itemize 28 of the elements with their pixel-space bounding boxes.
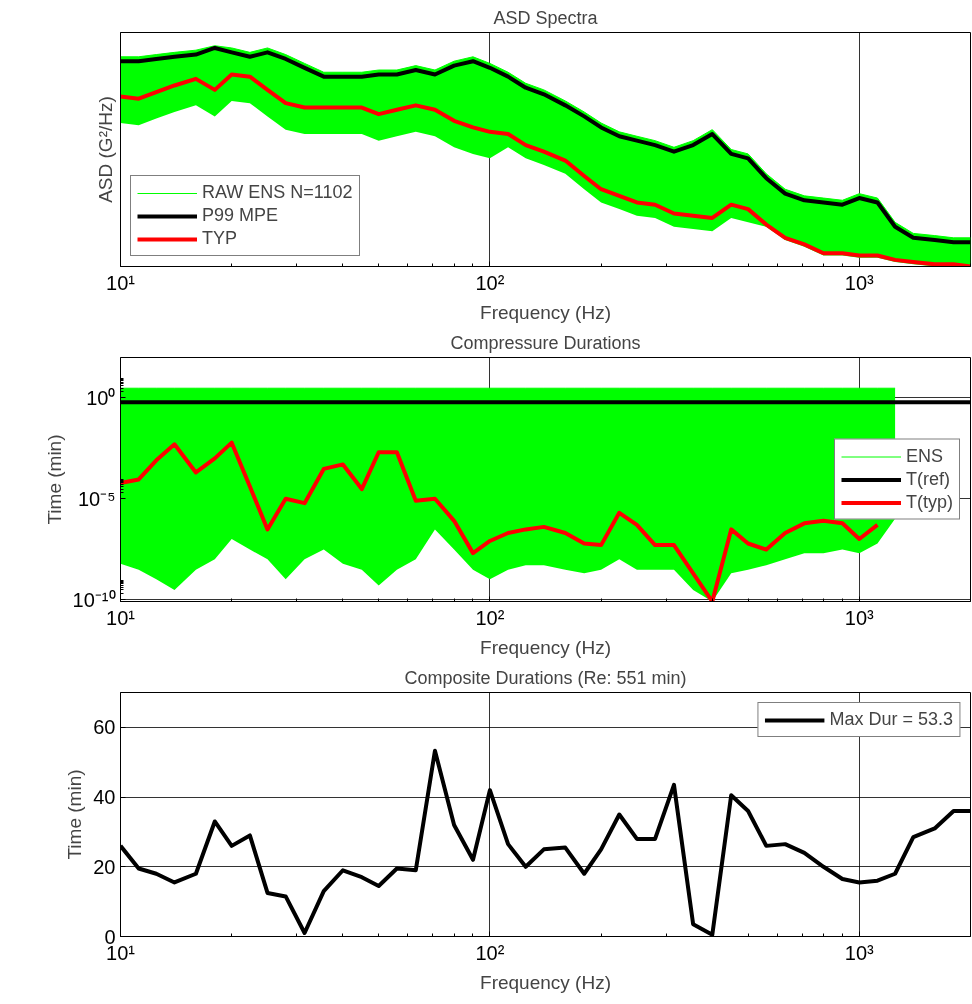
y-axis-title: ASD (G²/Hz) xyxy=(94,96,116,203)
chart-title: ASD Spectra xyxy=(493,7,599,28)
x-tick-label: 10² xyxy=(475,941,505,964)
y-axis-title: Time (min) xyxy=(64,769,86,860)
legend-label: T(ref) xyxy=(906,468,950,490)
y-tick-label: 40 xyxy=(93,786,116,809)
y-axis-title: Time (min) xyxy=(43,434,65,525)
y-tick-label: 10⁻⁵ xyxy=(77,487,116,510)
legend-label: Max Dur = 53.3 xyxy=(829,709,953,730)
legend-label: ENS xyxy=(906,445,944,467)
chart-title: Composite Durations (Re: 551 min) xyxy=(404,667,687,688)
x-tick-label: 10¹ xyxy=(106,271,136,294)
x-axis-title: Frequency (Hz) xyxy=(480,301,611,323)
y-tick-label: 20 xyxy=(93,855,116,878)
x-tick-label: 10³ xyxy=(844,271,875,294)
legend-label: RAW ENS N=1102 xyxy=(202,182,353,203)
legend-label: T(typ) xyxy=(906,491,953,513)
legend-label: P99 MPE xyxy=(202,205,279,226)
x-axis-title: Frequency (Hz) xyxy=(480,971,611,993)
x-tick-label: 10² xyxy=(475,271,505,294)
chart-title: Compressure Durations xyxy=(450,332,641,353)
x-tick-label: 10³ xyxy=(844,941,875,964)
x-axis-title: Frequency (Hz) xyxy=(480,636,611,658)
y-tick-label: 10⁰ xyxy=(86,386,116,409)
legend-label: TYP xyxy=(202,228,238,249)
x-tick-label: 10² xyxy=(475,606,505,629)
y-tick-label: 60 xyxy=(93,716,116,739)
x-tick-label: 10³ xyxy=(844,606,875,629)
